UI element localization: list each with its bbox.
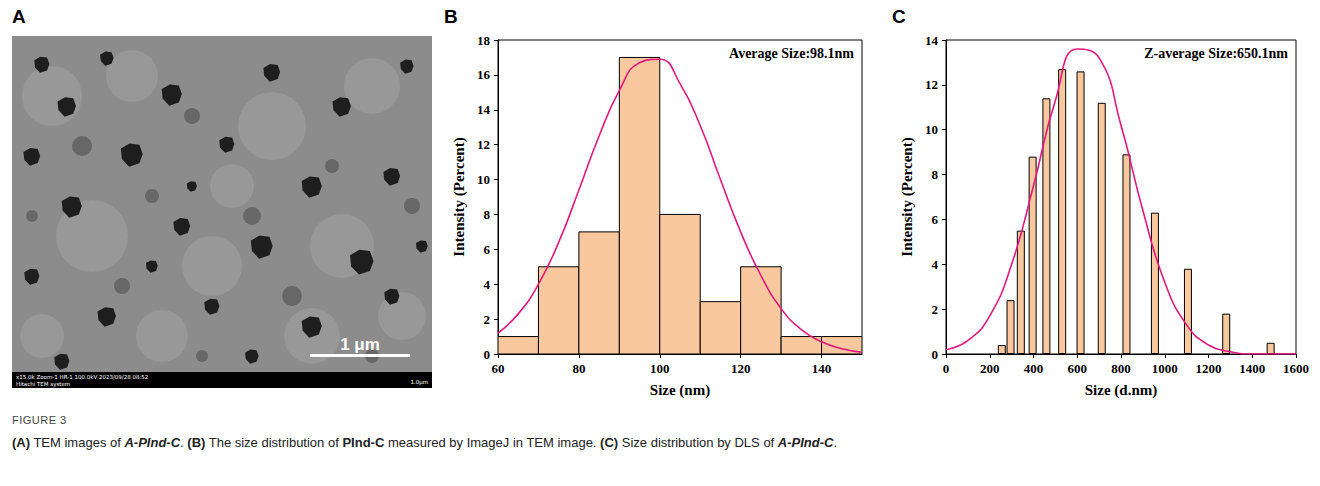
- svg-text:12: 12: [925, 77, 938, 92]
- svg-text:Average Size:98.1nm: Average Size:98.1nm: [729, 46, 854, 61]
- svg-text:10: 10: [477, 172, 490, 187]
- svg-text:Hitachi TEM system: Hitachi TEM system: [16, 381, 70, 388]
- svg-text:60: 60: [492, 361, 505, 376]
- html-text:C: C: [892, 6, 906, 27]
- html-text:B: B: [444, 6, 458, 27]
- svg-text:6: 6: [932, 212, 939, 227]
- html-text:(A) TEM images of A-PInd-C. (B: (A) TEM images of A-PInd-C. (B) The size…: [12, 435, 838, 450]
- svg-text:Z-average Size:650.1nm: Z-average Size:650.1nm: [1144, 46, 1288, 61]
- svg-text:0: 0: [932, 347, 939, 362]
- svg-text:x15.0k Zoom-1 HR-1 100.0kV 202: x15.0k Zoom-1 HR-1 100.0kV 2023/09/28 08…: [16, 374, 148, 380]
- svg-text:Intensity (Percent): Intensity (Percent): [899, 137, 916, 256]
- svg-text:8: 8: [932, 167, 939, 182]
- svg-text:1000: 1000: [1152, 361, 1178, 376]
- svg-text:1.0μm: 1.0μm: [410, 379, 428, 386]
- svg-text:12: 12: [477, 137, 490, 152]
- html-text:A: A: [12, 6, 26, 27]
- svg-text:0: 0: [943, 361, 950, 376]
- svg-text:120: 120: [731, 361, 751, 376]
- svg-text:1200: 1200: [1196, 361, 1222, 376]
- svg-text:100: 100: [650, 361, 670, 376]
- svg-text:Size (nm): Size (nm): [650, 382, 710, 399]
- svg-text:2: 2: [932, 302, 939, 317]
- svg-text:600: 600: [1068, 361, 1088, 376]
- svg-text:4: 4: [932, 257, 939, 272]
- svg-text:Size (d.nm): Size (d.nm): [1085, 382, 1158, 399]
- svg-text:6: 6: [484, 242, 491, 257]
- svg-text:0: 0: [484, 347, 491, 362]
- svg-text:4: 4: [484, 277, 491, 292]
- svg-text:200: 200: [980, 361, 1000, 376]
- svg-text:Intensity (Percent): Intensity (Percent): [451, 137, 468, 256]
- svg-text:16: 16: [477, 67, 491, 82]
- svg-text:14: 14: [477, 102, 491, 117]
- svg-text:1 μm: 1 μm: [340, 335, 380, 354]
- svg-text:80: 80: [572, 361, 585, 376]
- svg-text:800: 800: [1111, 361, 1131, 376]
- svg-text:400: 400: [1024, 361, 1044, 376]
- html-text:FIGURE 3: FIGURE 3: [12, 414, 67, 426]
- svg-text:2: 2: [484, 312, 491, 327]
- svg-text:8: 8: [484, 207, 491, 222]
- svg-text:10: 10: [925, 122, 938, 137]
- svg-text:1400: 1400: [1239, 361, 1265, 376]
- svg-text:18: 18: [477, 33, 491, 48]
- svg-text:140: 140: [812, 361, 832, 376]
- svg-text:1600: 1600: [1283, 361, 1309, 376]
- svg-text:14: 14: [925, 33, 939, 48]
